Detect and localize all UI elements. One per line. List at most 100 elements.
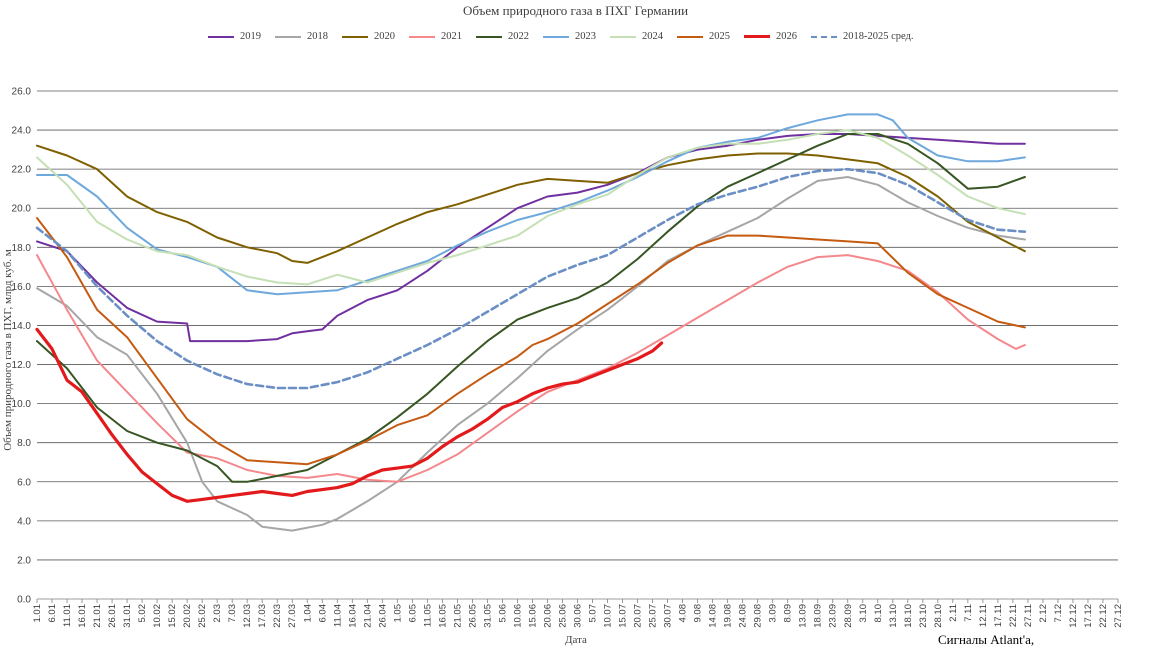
x-tick-label: 1.01 <box>32 604 43 623</box>
legend-swatch <box>342 35 368 38</box>
x-tick-label: 1.04 <box>302 604 313 623</box>
legend-label: 2022 <box>508 31 529 43</box>
x-tick-label: 7.03 <box>227 604 238 623</box>
x-tick-label: 13.10 <box>888 604 899 628</box>
x-tick-label: 16.04 <box>347 604 358 628</box>
x-tick-label: 22.03 <box>272 604 283 628</box>
x-tick-label: 7.11 <box>963 604 974 622</box>
x-tick-label: 17.12 <box>1083 604 1094 628</box>
x-tick-label: 9.08 <box>693 604 704 623</box>
x-tick-label: 8.09 <box>783 604 794 623</box>
y-tick-label: 6.0 <box>17 477 31 488</box>
x-tick-label: 16.01 <box>77 604 88 628</box>
legend-swatch <box>409 35 435 38</box>
series-line-2026 <box>35 327 664 503</box>
series-line-2019 <box>36 133 1026 343</box>
x-tick-label: 5.07 <box>588 604 599 623</box>
legend-item: 2026 <box>744 31 797 42</box>
source-credit: Сигналы Atlant'a, <box>938 632 1035 647</box>
y-tick-label: 16.0 <box>12 282 32 293</box>
x-tick-label: 24.08 <box>738 604 749 628</box>
x-tick-label: 6.05 <box>407 604 418 623</box>
x-tick-label: 22.12 <box>1098 604 1109 628</box>
x-tick-label: 3.10 <box>858 604 869 623</box>
legend-label: 2019 <box>240 31 261 43</box>
x-tick-label: 3.09 <box>768 604 779 623</box>
legend-swatch <box>543 35 569 38</box>
x-tick-label: 4.08 <box>678 604 689 623</box>
y-tick-label: 8.0 <box>17 438 31 449</box>
x-tick-label: 27.03 <box>287 604 298 628</box>
x-tick-label: 29.08 <box>753 604 764 628</box>
legend-item: 2025 <box>677 31 730 42</box>
x-tick-label: 20.06 <box>542 604 553 628</box>
legend-item: 2018-2025 сред. <box>811 31 914 42</box>
x-tick-label: 6.01 <box>47 604 58 623</box>
y-axis-label: Объем природного газа в ПХГ, млрд куб. м <box>2 249 14 451</box>
x-tick-label: 18.09 <box>813 604 824 628</box>
x-tick-label: 5.06 <box>497 604 508 623</box>
legend-item: 2024 <box>610 31 663 42</box>
x-tick-label: 31.05 <box>482 604 493 628</box>
y-tick-label: 18.0 <box>12 243 32 254</box>
legend-item: 2019 <box>208 31 261 42</box>
legend-item: 2020 <box>342 31 395 42</box>
x-tick-label: 21.05 <box>452 604 463 628</box>
series-line-2018-2025-сред- <box>35 167 1027 390</box>
y-tick-label: 0.0 <box>17 595 31 606</box>
x-tick-label: 15.02 <box>167 604 178 628</box>
y-tick-label: 22.0 <box>12 165 32 176</box>
x-tick-label: 2.11 <box>948 604 959 622</box>
x-tick-label: 17.11 <box>993 604 1004 627</box>
axes <box>36 599 1119 603</box>
x-tick-label: 26.01 <box>107 604 118 628</box>
gridlines <box>37 90 1118 600</box>
legend-label: 2023 <box>575 31 596 43</box>
x-tick-label: 6.04 <box>317 604 328 623</box>
x-tick-label: 18.10 <box>903 604 914 628</box>
x-tick-label: 10.06 <box>512 604 523 628</box>
x-tick-label: 26.05 <box>467 604 478 628</box>
y-tick-label: 4.0 <box>17 516 31 527</box>
x-tick-label: 28.09 <box>843 604 854 628</box>
legend-swatch <box>476 35 502 38</box>
x-tick-label: 11.05 <box>422 604 433 627</box>
x-tick-label: 8.10 <box>873 604 884 623</box>
legend-item: 2023 <box>543 31 596 42</box>
legend-swatch <box>275 35 301 38</box>
x-tick-label: 30.07 <box>663 604 674 628</box>
series-line-2022 <box>36 133 1026 483</box>
x-tick-label: 26.04 <box>377 604 388 628</box>
legend: 2019 2018 2020 2021 2022 2023 2024 2025 2026 2018… <box>208 31 928 47</box>
legend-swatch <box>744 35 770 39</box>
x-tick-label: 11.01 <box>62 604 73 627</box>
x-tick-label: 28.10 <box>933 604 944 628</box>
chart-title: Объем природного газа в ПХГ Германии <box>462 3 689 18</box>
x-tick-label: 2.03 <box>212 604 223 623</box>
x-tick-label: 20.02 <box>182 604 193 628</box>
y-tick-label: 14.0 <box>12 321 32 332</box>
x-tick-label: 15.07 <box>618 604 629 628</box>
y-tick-label: 10.0 <box>12 399 32 410</box>
legend-swatch <box>208 35 234 38</box>
series-line-2021 <box>36 254 1026 483</box>
legend-swatch <box>811 35 837 38</box>
x-tick-label: 2.12 <box>1038 604 1049 623</box>
legend-label: 2021 <box>441 31 462 43</box>
y-tick-label: 26.0 <box>12 87 32 98</box>
x-tick-label: 23.09 <box>828 604 839 628</box>
legend-label: 2026 <box>776 31 797 43</box>
x-tick-label: 7.12 <box>1053 604 1064 623</box>
x-tick-label: 12.11 <box>978 604 989 627</box>
x-tick-label: 10.02 <box>152 604 163 628</box>
x-tick-label: 22.11 <box>1008 604 1019 627</box>
x-axis-label: Дата <box>565 634 587 646</box>
series-line-2024 <box>36 129 1026 286</box>
legend-label: 2018 <box>307 31 328 43</box>
x-tick-label: 31.01 <box>122 604 133 628</box>
x-tick-label: 14.08 <box>708 604 719 628</box>
x-tick-label: 5.02 <box>137 604 148 623</box>
legend-item: 2018 <box>275 31 328 42</box>
y-tick-label: 20.0 <box>12 204 32 215</box>
